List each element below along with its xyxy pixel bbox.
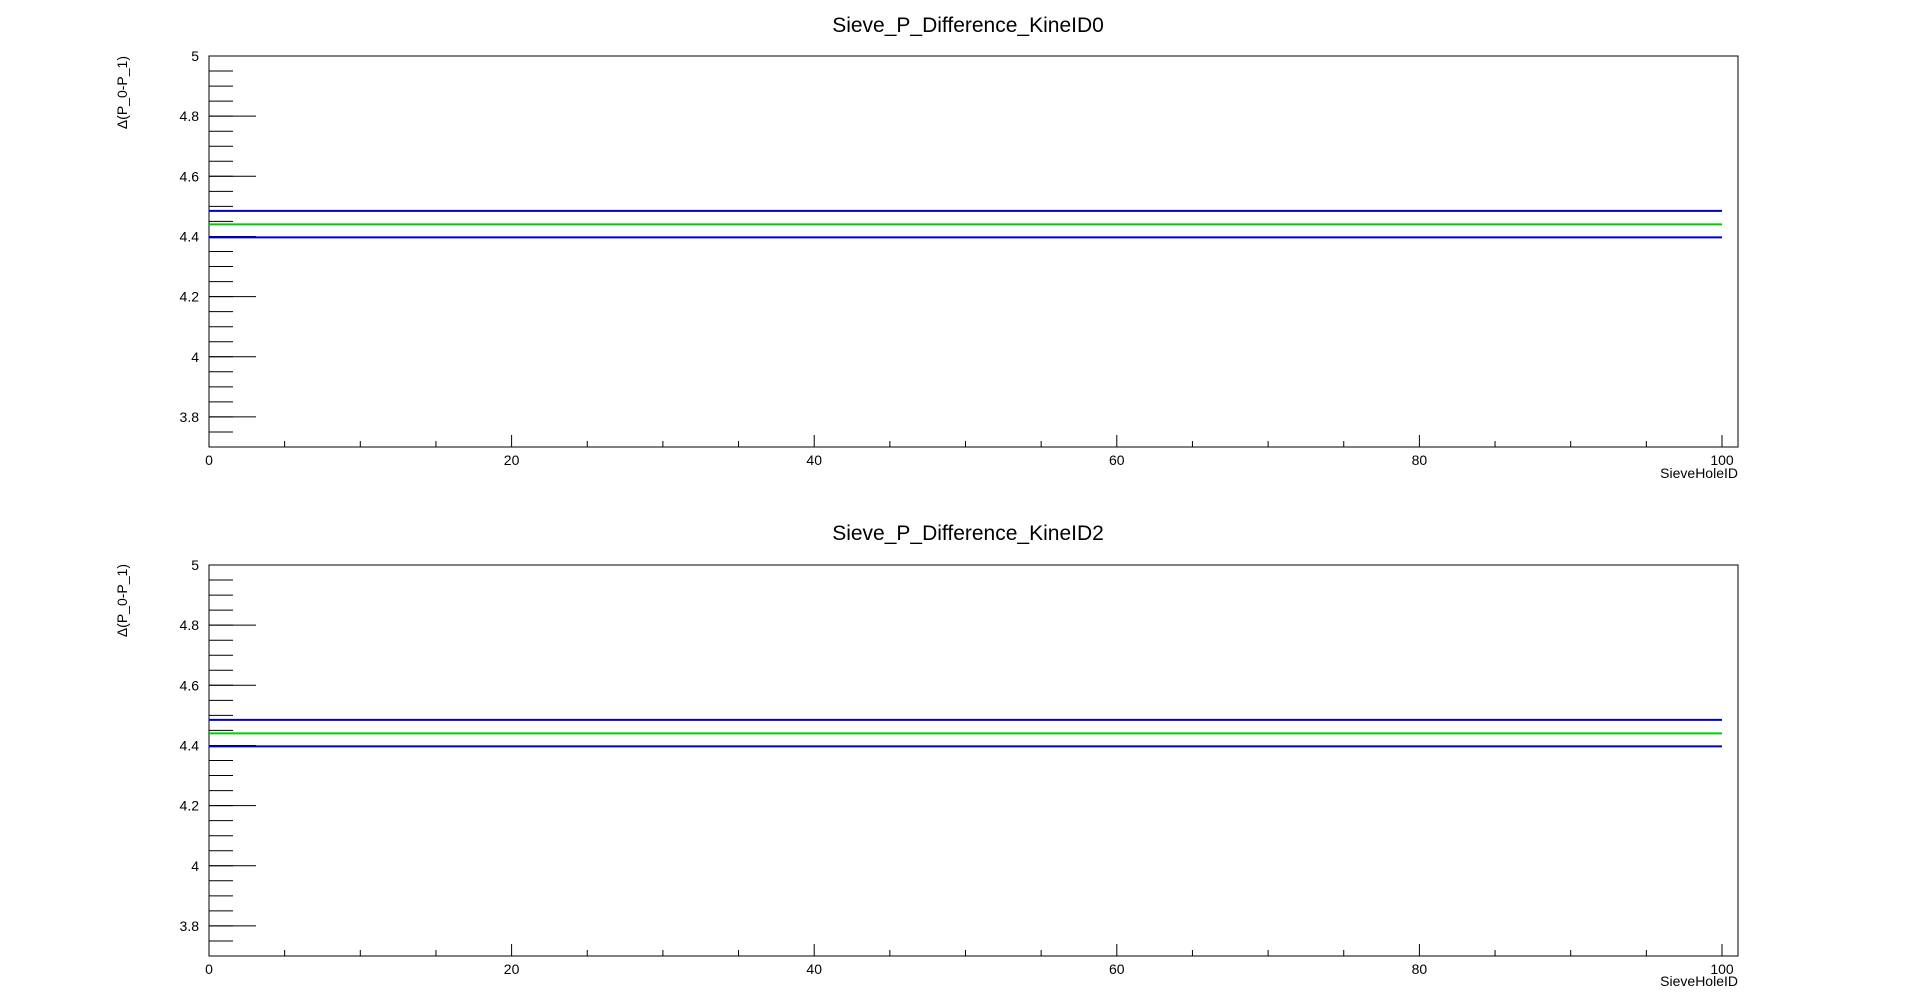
x-tick-label: 60 xyxy=(1109,961,1125,977)
x-tick-label: 80 xyxy=(1412,452,1428,468)
y-tick-label: 4.2 xyxy=(180,289,200,305)
plot-frame xyxy=(208,55,1739,448)
chart-panel-kineid2: Sieve_P_Difference_KineID2 Δ(P_0-P_1) Si… xyxy=(114,522,1739,989)
plot-frame xyxy=(208,564,1739,957)
y-tick-label: 4 xyxy=(191,858,199,874)
x-axis-label: SieveHoleID xyxy=(1660,465,1738,481)
y-tick-label: 4 xyxy=(191,349,199,365)
x-tick-label: 100 xyxy=(1710,452,1734,468)
y-tick-label: 5 xyxy=(191,557,199,573)
chart-title: Sieve_P_Difference_KineID2 xyxy=(832,522,1104,545)
x-tick-label: 60 xyxy=(1109,452,1125,468)
x-tick-label: 0 xyxy=(205,961,213,977)
x-tick-label: 100 xyxy=(1710,961,1734,977)
y-tick-label: 3.8 xyxy=(180,409,200,425)
chart-panel-kineid0: Sieve_P_Difference_KineID0 Δ(P_0-P_1) Si… xyxy=(114,14,1739,481)
x-tick-label: 80 xyxy=(1412,961,1428,977)
y-tick-label: 4.6 xyxy=(180,677,200,693)
y-tick-label: 4.2 xyxy=(180,798,200,814)
axis-ticks: 3.8 4 4.2 4.4 4.6 4.8 5 0 20 40 60 80 100 xyxy=(180,48,1734,468)
y-axis-label: Δ(P_0-P_1) xyxy=(114,56,130,129)
y-tick-label: 4.6 xyxy=(180,168,200,184)
x-tick-label: 40 xyxy=(806,961,822,977)
axis-ticks: 3.8 4 4.2 4.4 4.6 4.8 5 0 20 40 60 80 100 xyxy=(180,557,1734,977)
y-tick-label: 3.8 xyxy=(180,918,200,934)
y-axis-label: Δ(P_0-P_1) xyxy=(114,564,130,637)
x-tick-label: 20 xyxy=(504,961,520,977)
x-tick-label: 0 xyxy=(205,452,213,468)
x-tick-label: 40 xyxy=(806,452,822,468)
series-group xyxy=(209,718,1722,748)
x-tick-label: 20 xyxy=(504,452,520,468)
y-tick-label: 5 xyxy=(191,48,199,64)
y-tick-label: 4.8 xyxy=(180,108,200,124)
y-tick-label: 4.4 xyxy=(180,228,200,244)
y-tick-label: 4.4 xyxy=(180,737,200,753)
chart-title: Sieve_P_Difference_KineID0 xyxy=(832,14,1104,37)
x-axis-label: SieveHoleID xyxy=(1660,973,1738,989)
series-group xyxy=(209,209,1722,239)
y-tick-label: 4.8 xyxy=(180,617,200,633)
